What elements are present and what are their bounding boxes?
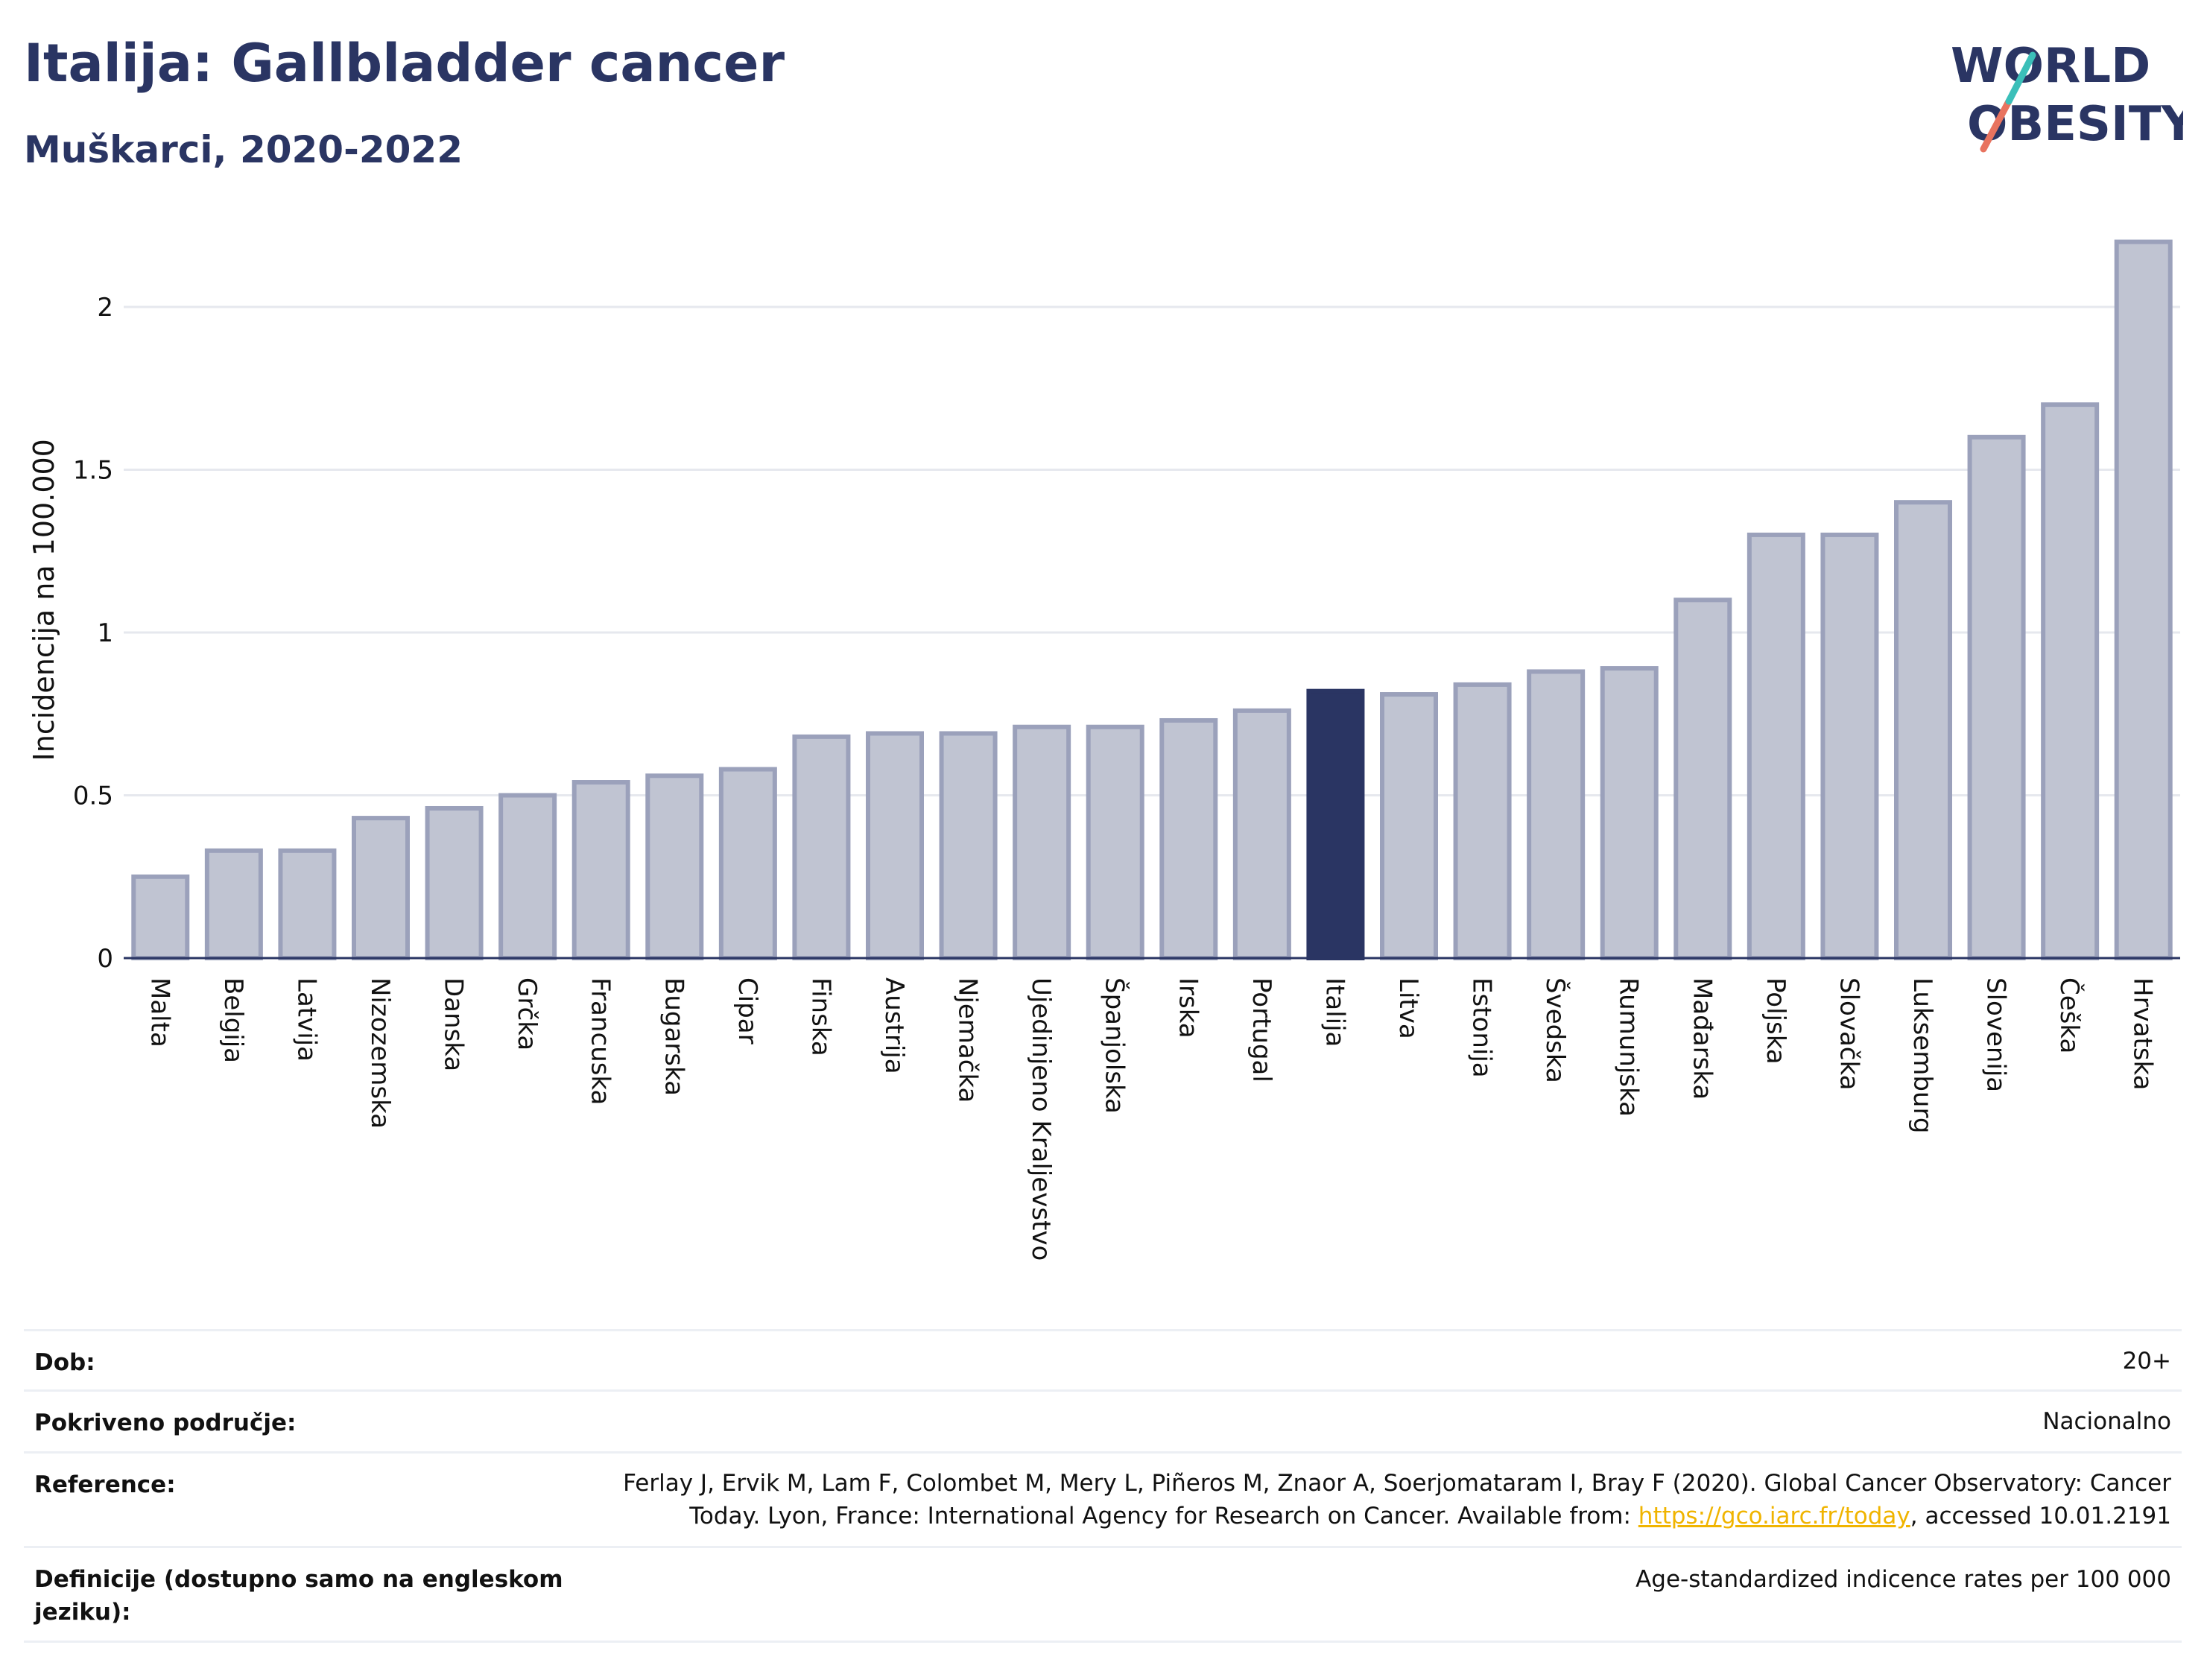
reference-line-1: Ferlay J, Ervik M, Lam F, Colombet M, Me… [623, 1470, 2171, 1497]
reference-link[interactable]: https://gco.iarc.fr/today [1638, 1503, 1910, 1530]
x-tick-label: Francuska [586, 977, 615, 1105]
x-tick-label: Latvija [291, 977, 321, 1062]
x-tick-label: Bugarska [659, 977, 688, 1096]
bar[interactable] [1894, 500, 1952, 960]
x-tick-label: Slovenija [1981, 977, 2011, 1092]
bar[interactable] [1232, 708, 1291, 960]
bar[interactable] [1820, 532, 1879, 960]
info-value-age: 20+ [2122, 1348, 2171, 1375]
bar[interactable] [792, 734, 851, 961]
logo-slash-teal [2005, 51, 2036, 105]
x-tick-label: Slovačka [1834, 977, 1863, 1090]
x-tick-label: Luksemburg [1907, 977, 1937, 1133]
x-tick-label: Španjolska [1100, 977, 1130, 1114]
bar[interactable] [131, 874, 190, 960]
bar[interactable] [204, 848, 263, 961]
x-tick-label: Malta [145, 977, 174, 1047]
bar[interactable] [571, 780, 630, 961]
bar[interactable] [1306, 688, 1365, 960]
x-tick-label: Finska [805, 977, 835, 1056]
bar[interactable] [1967, 434, 2026, 960]
bar[interactable] [718, 767, 777, 961]
bar[interactable] [939, 731, 998, 960]
info-row-reference: Reference: Ferlay J, Ervik M, Lam F, Col… [24, 1451, 2182, 1546]
bar[interactable] [1013, 724, 1071, 960]
x-tick-label: Irska [1173, 977, 1203, 1039]
x-tick-label: Litva [1393, 977, 1423, 1039]
bar[interactable] [1747, 532, 1805, 960]
bar[interactable] [498, 793, 557, 960]
y-tick-label: 2 [97, 293, 113, 323]
info-label-coverage: Pokriveno područje: [34, 1410, 297, 1436]
bar[interactable] [1527, 669, 1586, 960]
bar[interactable] [1453, 682, 1512, 960]
reference-line-2-suffix: , accessed 10.01.2191 [1910, 1503, 2171, 1530]
logo-word-world: WORLD [1951, 39, 2150, 94]
bar[interactable] [2114, 239, 2173, 961]
x-tick-label: Belgija [218, 977, 248, 1063]
info-table: Dob: 20+ Pokriveno područje: Nacionalno … [24, 1329, 2182, 1643]
bar[interactable] [866, 731, 924, 960]
bar[interactable] [1086, 724, 1144, 960]
y-tick-label: 0 [97, 944, 113, 974]
page-title: Italija: Gallbladder cancer [24, 33, 785, 94]
x-tick-label: Češka [2054, 977, 2085, 1053]
x-tick-label: Švedska [1540, 977, 1571, 1083]
reference-line-2-text: Today. Lyon, France: International Agenc… [689, 1503, 1638, 1530]
y-axis-label: Incidencija na 100.000 [28, 439, 60, 761]
info-value-definitions: Age-standardized indicence rates per 100… [1635, 1566, 2171, 1593]
x-tick-label: Ujedinjeno Kraljevstvo [1026, 977, 1056, 1261]
bar[interactable] [425, 805, 484, 960]
info-label-definitions: Definicije (dostupno samo na engleskom j… [34, 1563, 563, 1629]
bar[interactable] [1600, 666, 1659, 960]
x-tick-label: Poljska [1761, 977, 1790, 1065]
x-tick-label: Cipar [732, 977, 762, 1045]
x-tick-label: Portugal [1247, 977, 1276, 1083]
bar-chart: 0 0.5 1 1.5 2 Incidencija na 100.000 Malta Belg… [28, 239, 2180, 1261]
world-obesity-logo: WORLD OBESITY [1951, 39, 2183, 153]
bar[interactable] [278, 848, 337, 961]
info-row-definitions: Definicije (dostupno samo na engleskom j… [24, 1546, 2182, 1643]
x-tick-label: Njemačka [953, 977, 983, 1103]
bar[interactable] [645, 773, 704, 961]
logo-slash-coral [1980, 98, 2013, 153]
info-value-reference: Ferlay J, Ervik M, Lam F, Colombet M, Me… [623, 1467, 2171, 1532]
x-tick-label: Austrija [879, 977, 909, 1074]
x-tick-label: Grčka [512, 977, 542, 1050]
info-row-coverage: Pokriveno područje: Nacionalno [24, 1389, 2182, 1451]
x-tick-label: Danska [439, 977, 469, 1071]
bar[interactable] [352, 816, 410, 960]
bar[interactable] [1673, 597, 1732, 960]
x-tick-label: Italija [1320, 977, 1349, 1047]
y-tick-label: 1 [97, 618, 113, 648]
x-tick-label: Rumunjska [1614, 977, 1644, 1117]
page-subtitle: Muškarci, 2020-2022 [24, 128, 463, 171]
bar[interactable] [1159, 717, 1218, 960]
x-tick-label: Mađarska [1687, 977, 1717, 1100]
y-tick-label: 1.5 [73, 456, 113, 486]
reference-line-2: Today. Lyon, France: International Agenc… [623, 1500, 2171, 1532]
info-value-coverage: Nacionalno [2042, 1408, 2171, 1435]
info-label-reference: Reference: [34, 1471, 176, 1498]
bar[interactable] [1380, 692, 1438, 961]
info-row-age: Dob: 20+ [24, 1329, 2182, 1389]
bar[interactable] [2041, 402, 2100, 960]
x-tick-label: Hrvatska [2128, 977, 2158, 1090]
definitions-label-line-1: Definicije (dostupno samo na engleskom [34, 1566, 563, 1593]
x-tick-label: Estonija [1467, 977, 1497, 1078]
definitions-label-line-2: jeziku): [34, 1599, 131, 1626]
x-tick-label: Nizozemska [365, 977, 395, 1129]
info-label-age: Dob: [34, 1349, 95, 1376]
y-tick-label: 0.5 [73, 782, 113, 811]
